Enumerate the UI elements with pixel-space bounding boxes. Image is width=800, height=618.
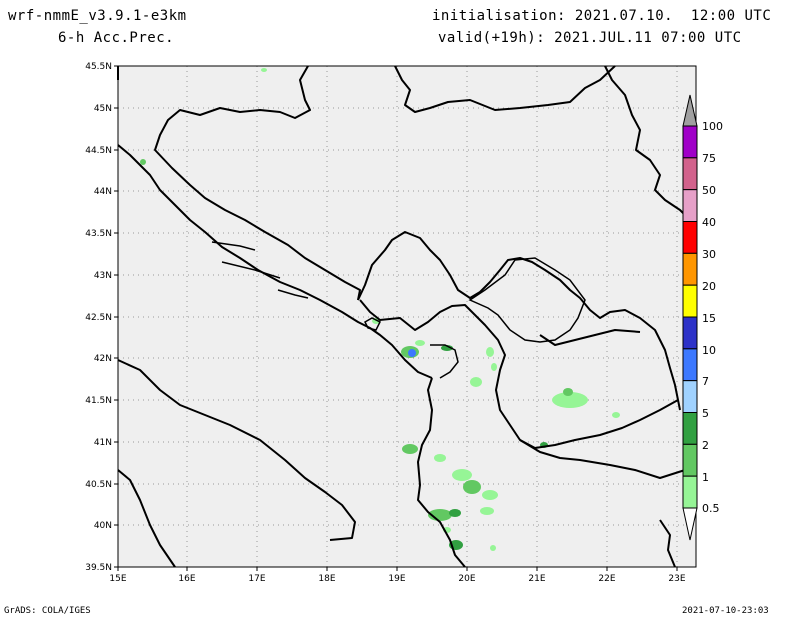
lat-label: 43.5N <box>85 229 112 239</box>
lat-label: 44N <box>94 187 112 197</box>
colorbar-label: 5 <box>702 407 709 420</box>
colorbar-box <box>682 380 698 413</box>
colorbar-box <box>682 252 698 286</box>
lon-label: 23E <box>668 574 685 584</box>
latitude-labels: 45.5N 45N 44.5N 44N 43.5N 43N 42.5N 42N … <box>85 62 112 573</box>
colorbar: 100 75 50 40 30 20 15 10 7 5 2 1 0.5 <box>682 94 723 541</box>
colorbar-box <box>682 475 698 509</box>
colorbar-box <box>682 157 698 191</box>
lon-label: 18E <box>318 574 335 584</box>
colorbar-label: 0.5 <box>702 502 720 515</box>
lon-label: 20E <box>458 574 475 584</box>
coastlines-and-borders <box>117 65 697 568</box>
colorbar-label: 2 <box>702 439 709 452</box>
colorbar-label: 100 <box>702 120 723 133</box>
footer-timestamp: 2021-07-10-23:03 <box>682 606 769 616</box>
lat-label: 44.5N <box>85 146 112 156</box>
model-title: wrf-nmmE_v3.9.1-e3km <box>8 8 187 24</box>
longitude-labels: 15E 16E 17E 18E 19E 20E 21E 22E 23E <box>109 574 685 584</box>
lat-label: 40.5N <box>85 480 112 490</box>
lat-label: 40N <box>94 521 112 531</box>
lat-label: 41.5N <box>85 396 112 406</box>
gridlines <box>118 66 696 567</box>
colorbar-box <box>682 348 698 382</box>
colorbar-label: 75 <box>702 152 716 165</box>
colorbar-label: 7 <box>702 375 709 388</box>
map-background <box>118 66 696 567</box>
colorbar-label: 10 <box>702 344 716 357</box>
colorbar-box <box>682 316 698 350</box>
footer-credit: GrADS: COLA/IGES <box>4 606 91 616</box>
colorbar-label: 50 <box>702 184 716 197</box>
colorbar-box <box>682 125 698 159</box>
lat-label: 42N <box>94 354 112 364</box>
colorbar-box <box>682 443 698 477</box>
colorbar-label: 15 <box>702 312 716 325</box>
colorbar-label: 20 <box>702 280 716 293</box>
lon-label: 22E <box>598 574 615 584</box>
lon-label: 21E <box>528 574 545 584</box>
inner-borders <box>211 241 586 379</box>
colorbar-box <box>682 284 698 318</box>
colorbar-box <box>682 412 698 445</box>
colorbar-bottom-triangle <box>682 507 698 541</box>
axis-ticks <box>114 65 678 571</box>
colorbar-box <box>682 189 698 223</box>
lat-label: 41N <box>94 438 112 448</box>
init-time: initialisation: 2021.07.10. 12:00 UTC <box>432 8 772 24</box>
lat-label: 39.5N <box>85 563 112 573</box>
colorbar-label: 30 <box>702 248 716 261</box>
lon-label: 15E <box>109 574 126 584</box>
field-title: 6-h Acc.Prec. <box>58 30 175 46</box>
lat-label: 42.5N <box>85 313 112 323</box>
colorbar-label: 1 <box>702 471 709 484</box>
lat-label: 45N <box>94 104 112 114</box>
lat-label: 43N <box>94 271 112 281</box>
lat-label: 45.5N <box>85 62 112 72</box>
lon-label: 19E <box>388 574 405 584</box>
lon-label: 17E <box>248 574 265 584</box>
lon-label: 16E <box>178 574 195 584</box>
colorbar-label: 40 <box>702 216 716 229</box>
valid-time: valid(+19h): 2021.JUL.11 07:00 UTC <box>438 30 742 46</box>
colorbar-box <box>682 221 698 254</box>
